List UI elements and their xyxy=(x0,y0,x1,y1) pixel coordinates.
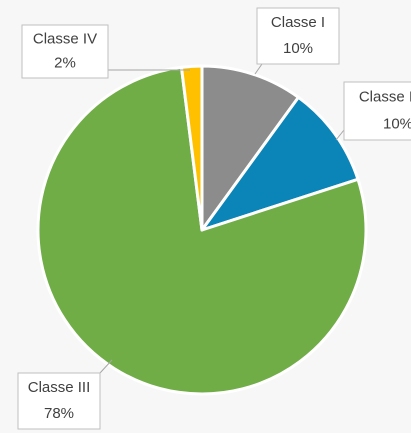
value-label: 10% xyxy=(383,115,411,132)
leader-line xyxy=(99,359,113,374)
leader-line xyxy=(254,63,263,75)
pie-slice xyxy=(200,95,360,232)
category-label: Classe III xyxy=(28,379,91,396)
label-box xyxy=(256,7,340,65)
label-box xyxy=(21,24,109,79)
label-box xyxy=(343,81,411,141)
pie-slice xyxy=(200,64,300,232)
value-label: 10% xyxy=(283,40,313,57)
leader-line xyxy=(335,129,345,141)
category-label: Classe IV xyxy=(33,30,97,47)
value-label: 78% xyxy=(44,405,74,422)
label-box xyxy=(17,372,101,430)
value-label: 2% xyxy=(54,55,76,72)
category-label: Classe II xyxy=(359,89,411,106)
pie-slice xyxy=(179,64,204,232)
category-label: Classe I xyxy=(271,14,325,31)
